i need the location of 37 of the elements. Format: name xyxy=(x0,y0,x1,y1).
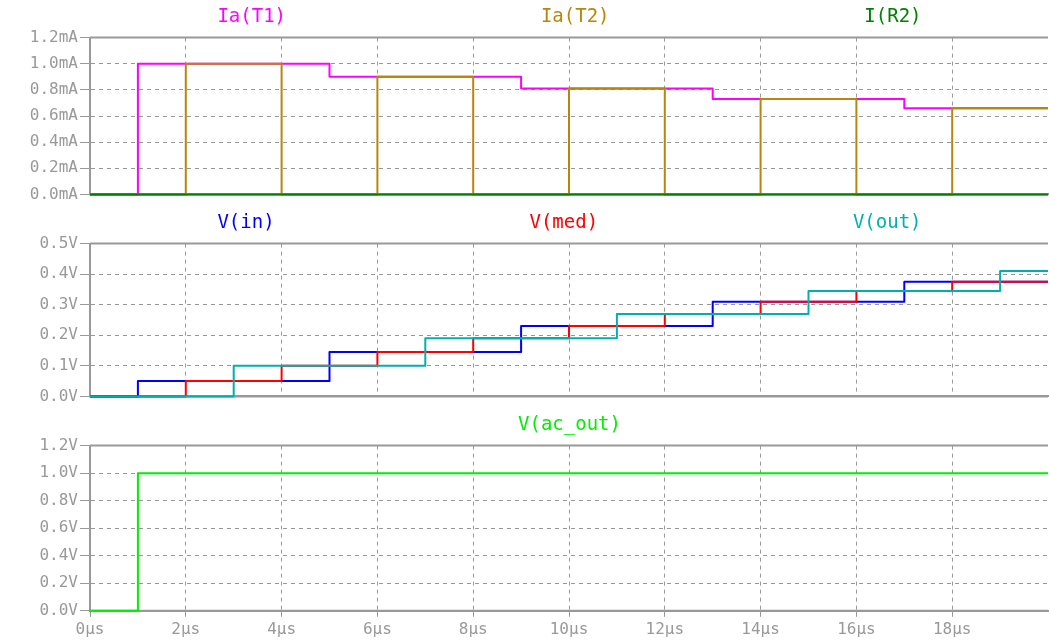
y-tick-label: 1.2V xyxy=(39,434,79,454)
y-tick-label: 0.2mA xyxy=(29,157,79,177)
y-tick-label: 0.6V xyxy=(39,517,79,537)
y-tick-label: 0.2V xyxy=(39,324,79,344)
y-tick-label: 0.8mA xyxy=(29,79,79,99)
x-tick-label: 6µs xyxy=(362,618,392,638)
y-tick-label: 0.5V xyxy=(39,232,79,252)
y-tick-label: 0.2V xyxy=(39,572,79,592)
text: V(out) xyxy=(852,210,922,232)
y-tick-label: 0.0V xyxy=(39,385,79,405)
text: I(R2) xyxy=(864,4,922,26)
x-tick-label: 12µs xyxy=(645,618,685,638)
x-tick-label: 10µs xyxy=(549,618,589,638)
text: Ia(T2) xyxy=(540,4,610,26)
text: V(in) xyxy=(217,210,275,232)
y-tick-label: 0.4mA xyxy=(29,131,79,151)
y-tick-label: 0.6mA xyxy=(29,105,79,125)
text: V(med) xyxy=(529,210,599,232)
y-tick-label: 0.0mA xyxy=(29,183,79,203)
y-tick-label: 1.0V xyxy=(39,462,79,482)
x-tick-label: 14µs xyxy=(741,618,780,638)
y-tick-label: 0.3V xyxy=(39,293,79,313)
x-tick-label: 0µs xyxy=(75,618,105,638)
x-tick-label: 16µs xyxy=(837,618,876,638)
series-label: Ia(T1) xyxy=(217,4,287,26)
x-tick-label: 2µs xyxy=(171,618,201,638)
y-tick-label: 0.4V xyxy=(39,544,79,564)
y-tick-label: 1.0mA xyxy=(29,52,79,72)
y-tick-label: 0.4V xyxy=(39,263,79,283)
x-tick-label: 4µs xyxy=(267,618,297,638)
x-tick-label: 18µs xyxy=(932,618,972,638)
y-tick-label: 0.0V xyxy=(39,599,79,619)
y-tick-label: 0.1V xyxy=(39,355,79,374)
x-tick-label: 8µs xyxy=(458,618,488,638)
text: V(ac_out) xyxy=(518,412,621,434)
y-tick-label: 0.8V xyxy=(39,489,79,509)
y-tick-label: 1.2mA xyxy=(29,26,79,46)
